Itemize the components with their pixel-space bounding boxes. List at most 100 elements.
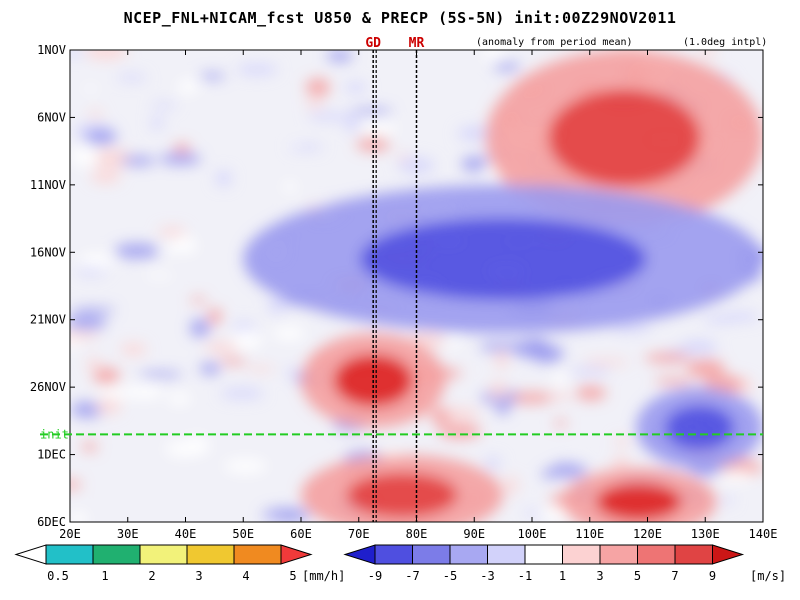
precip-colorbar-label: 5	[289, 569, 296, 583]
field-speckle	[138, 371, 183, 378]
field-speckle	[446, 337, 461, 349]
field-speckle	[230, 330, 263, 350]
precip-colorbar-label: 0.5	[47, 569, 69, 583]
u850-feature-core	[664, 405, 735, 450]
field-speckle	[307, 111, 350, 121]
precip-colorbar-label: 4	[242, 569, 249, 583]
field-speckle	[612, 455, 629, 473]
y-tick-label: 6NOV	[37, 110, 66, 124]
u850-colorbar-box	[637, 544, 676, 565]
marker-label-mr: MR	[409, 36, 425, 51]
plot-area	[70, 50, 763, 522]
field-speckle	[583, 358, 630, 366]
u850-colorbar-lowend	[343, 544, 376, 565]
field-speckle	[529, 338, 548, 358]
x-tick-label: 60E	[290, 527, 312, 541]
y-tick-label: 26NOV	[30, 380, 66, 394]
field-speckle	[150, 101, 178, 109]
y-tick-label: 6DEC	[37, 515, 66, 529]
field-speckle	[159, 153, 202, 165]
field-speckle	[550, 462, 588, 478]
u850-colorbar-box	[562, 544, 601, 565]
field-speckle	[88, 110, 104, 118]
u850-colorbar-label: -3	[480, 569, 494, 583]
precip-colorbar-box	[139, 544, 188, 565]
field-speckle	[305, 99, 324, 109]
field-speckle	[720, 497, 735, 505]
field-speckle	[81, 442, 98, 452]
field-speckle	[78, 253, 116, 268]
precip-colorbar-label: 3	[195, 569, 202, 583]
field-speckle	[189, 318, 211, 338]
field-speckle	[679, 339, 718, 355]
field-speckle	[703, 315, 738, 324]
field-speckle	[715, 469, 755, 483]
u850-colorbar-label: 7	[671, 569, 678, 583]
field-speckle	[505, 475, 518, 495]
field-speckle	[496, 397, 510, 416]
u850-feature-core	[548, 89, 701, 186]
u850-colorbar-box	[487, 544, 526, 565]
field-speckle	[199, 72, 226, 80]
u850-colorbar-label: 9	[709, 569, 716, 583]
field-speckle	[264, 515, 279, 522]
field-speckle	[214, 170, 233, 187]
field-speckle	[70, 307, 117, 314]
field-speckle	[489, 381, 508, 400]
x-tick-label: 50E	[232, 527, 254, 541]
x-tick-label: 40E	[175, 527, 197, 541]
field-speckle	[70, 315, 107, 330]
u850-colorbar-box	[599, 544, 638, 565]
field-speckle	[91, 148, 133, 169]
field-speckle	[644, 352, 692, 364]
field-speckle	[205, 341, 238, 354]
u850-colorbar-box	[412, 544, 451, 565]
x-tick-label: 30E	[117, 527, 139, 541]
field-speckle	[431, 407, 450, 426]
u850-colorbar-label: -1	[518, 569, 532, 583]
field-speckle	[70, 331, 100, 340]
field-speckle	[70, 50, 87, 57]
u850-colorbar-box	[449, 544, 488, 565]
precip-colorbar-box	[233, 544, 282, 565]
field-speckle	[70, 511, 88, 522]
field-speckle	[167, 392, 192, 406]
x-tick-label: 120E	[633, 527, 662, 541]
field-speckle	[484, 456, 502, 469]
field-speckle	[207, 308, 222, 325]
field-speckle	[97, 386, 133, 399]
field-speckle	[282, 181, 298, 193]
precip-colorbar-box	[92, 544, 141, 565]
u850-colorbar-box	[674, 544, 713, 565]
y-tick-label: 21NOV	[30, 313, 66, 327]
x-tick-label: 80E	[406, 527, 428, 541]
field-speckle	[267, 297, 287, 314]
chart-title: NCEP_FNL+NICAM_fcst U850 & PRECP (5S-5N)…	[123, 9, 677, 27]
field-speckle	[493, 62, 521, 72]
axes: 20E 30E 40E 50E 60E 70E 80E 90E 100E 110E 120E 130E…	[30, 43, 778, 541]
marker-label-gd: GD	[365, 36, 381, 51]
x-tick-label: 100E	[518, 527, 547, 541]
field-speckle	[350, 108, 393, 115]
field-speckle	[654, 377, 693, 385]
field-speckle	[288, 143, 324, 152]
u850-colorbar-label: 5	[634, 569, 641, 583]
field-speckle	[568, 367, 612, 376]
field-speckle	[158, 227, 187, 237]
u850-colorbar-label: 3	[596, 569, 603, 583]
init-label: init	[40, 427, 69, 441]
field-speckle	[220, 387, 264, 400]
field-speckle	[199, 362, 221, 375]
precip-colorbar-highend	[280, 544, 313, 565]
field-speckle	[114, 243, 160, 259]
subtitle-interpolation: (1.0deg intpl)	[683, 37, 768, 48]
precip-colorbar-label: 2	[148, 569, 155, 583]
field-speckle	[246, 365, 276, 372]
precip-colorbar-lowend	[14, 544, 47, 565]
field-speckle	[150, 116, 165, 130]
y-tick-label: 16NOV	[30, 245, 66, 259]
u850-colorbar-label: -9	[368, 569, 382, 583]
field-speckle	[344, 81, 368, 94]
field-speckle	[120, 155, 156, 166]
